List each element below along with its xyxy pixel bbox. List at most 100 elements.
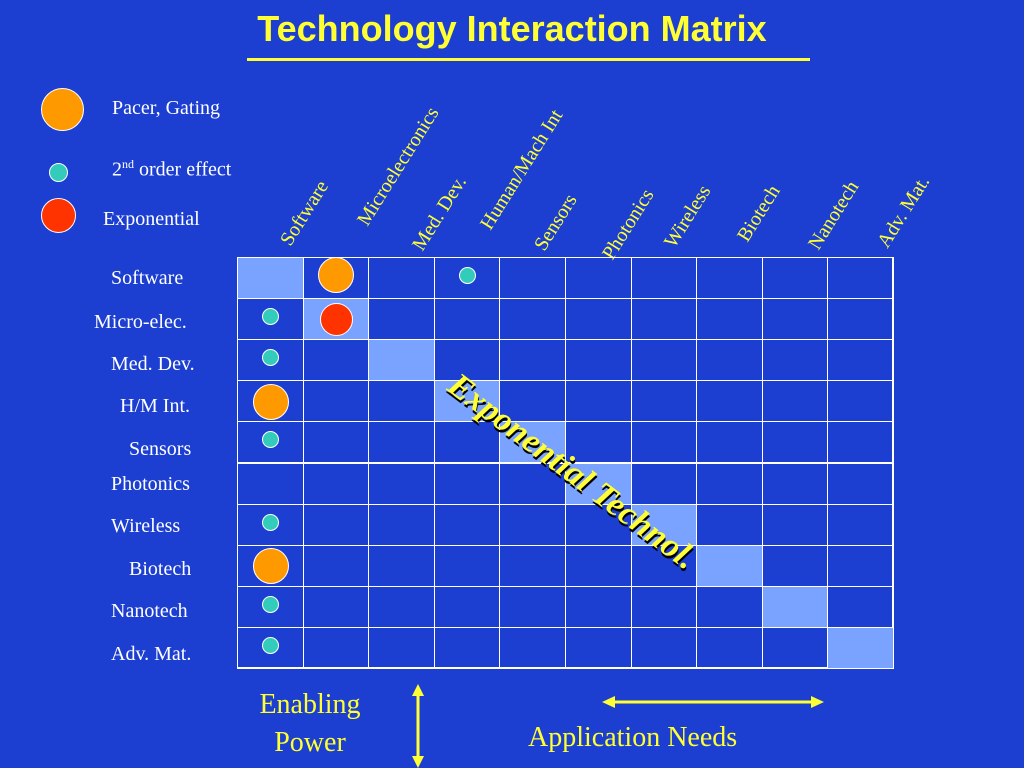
matrix-cell [696, 257, 763, 300]
pacer-gating-dot [252, 383, 289, 420]
matrix-cell [302, 462, 370, 505]
row-label: Photonics [111, 473, 190, 495]
matrix-cell [761, 257, 829, 300]
diagonal-cell [761, 585, 829, 628]
diagonal-cell [237, 257, 304, 300]
second-order-dot [262, 513, 280, 531]
row-label: Nanotech [111, 600, 188, 622]
matrix-cell [368, 626, 435, 669]
diagonal-cell [565, 462, 632, 505]
matrix-cell [696, 503, 763, 546]
matrix-cell [433, 298, 501, 341]
matrix-cell [761, 462, 829, 505]
matrix-cell [565, 298, 632, 341]
diagonal-cell [630, 503, 698, 546]
legend-second-order-label: 2nd order effect [112, 157, 232, 181]
page-title: Technology Interaction Matrix [257, 8, 767, 49]
second-order-dot [459, 267, 477, 285]
pacer-gating-dot [252, 548, 289, 585]
row-label: H/M Int. [120, 395, 190, 417]
legend-pacer-label: Pacer, Gating [112, 97, 221, 119]
matrix-cell [302, 544, 370, 587]
matrix-cell [433, 626, 501, 669]
matrix-cell [630, 380, 698, 423]
row-label: Adv. Mat. [111, 643, 192, 665]
matrix-cell [237, 462, 304, 505]
matrix-cell [827, 503, 894, 546]
column-label: Biotech [733, 181, 785, 246]
matrix-cell [696, 298, 763, 341]
matrix-cell [499, 626, 566, 669]
matrix-cell [696, 339, 763, 382]
matrix-cell [499, 339, 566, 382]
matrix-cell [630, 462, 698, 505]
matrix-cell [761, 298, 829, 341]
matrix-cell [433, 544, 501, 587]
diagonal-cell [827, 626, 894, 669]
matrix-cell [565, 380, 632, 423]
legend-second-order-dot [49, 163, 68, 182]
row-label: Micro-elec. [94, 311, 187, 333]
matrix-cell [565, 585, 632, 628]
matrix-cell [696, 585, 763, 628]
matrix-cell [761, 421, 829, 464]
column-label: Wireless [660, 181, 716, 252]
row-label: Sensors [129, 438, 192, 460]
column-label: Med. Dev. [408, 172, 472, 255]
matrix-cell [630, 585, 698, 628]
matrix-cell [565, 339, 632, 382]
legend-exponential-dot [41, 198, 76, 233]
row-label: Software [111, 267, 184, 289]
matrix-cell [433, 462, 501, 505]
matrix-cell [433, 585, 501, 628]
matrix-cell [630, 339, 698, 382]
matrix-cell [761, 626, 829, 669]
title-underline [247, 58, 810, 61]
second-order-dot [262, 431, 280, 449]
column-label: Nanotech [804, 177, 864, 254]
diagonal-cell [499, 421, 566, 464]
row-label: Med. Dev. [111, 353, 195, 375]
matrix-cell [302, 585, 370, 628]
horizontal-arrow-icon [602, 696, 824, 708]
matrix-cell [302, 339, 370, 382]
application-needs-label: Application Needs [528, 722, 738, 753]
matrix-cell [630, 298, 698, 341]
matrix-cell [499, 257, 566, 300]
matrix-cell [499, 544, 566, 587]
matrix-cell [630, 257, 698, 300]
matrix-cell [827, 585, 894, 628]
matrix-cell [499, 298, 566, 341]
matrix-cell [696, 421, 763, 464]
interaction-matrix [237, 256, 894, 669]
diagonal-cell [368, 339, 435, 382]
row-label: Wireless [111, 515, 181, 537]
matrix-cell [565, 257, 632, 300]
matrix-cell [499, 585, 566, 628]
matrix-cell [630, 421, 698, 464]
enabling-power-label: Enabling Power [259, 689, 361, 758]
exponential-dot [319, 303, 353, 337]
matrix-cell [302, 421, 370, 464]
column-label: Software [276, 176, 333, 250]
matrix-cell [827, 298, 894, 341]
pacer-gating-dot [318, 256, 355, 293]
matrix-cell [368, 257, 435, 300]
second-order-dot [262, 595, 280, 613]
matrix-cell [696, 380, 763, 423]
matrix-cell [302, 380, 370, 423]
matrix-cell [827, 462, 894, 505]
matrix-cell [827, 380, 894, 423]
matrix-cell [827, 544, 894, 587]
matrix-cell [368, 380, 435, 423]
matrix-cell [499, 503, 566, 546]
matrix-cell [302, 503, 370, 546]
matrix-cell [696, 462, 763, 505]
matrix-cell [368, 585, 435, 628]
matrix-cell [368, 298, 435, 341]
matrix-cell [761, 503, 829, 546]
matrix-cell [761, 544, 829, 587]
second-order-dot [262, 308, 280, 326]
column-label: Sensors [530, 190, 582, 255]
matrix-cell [761, 380, 829, 423]
